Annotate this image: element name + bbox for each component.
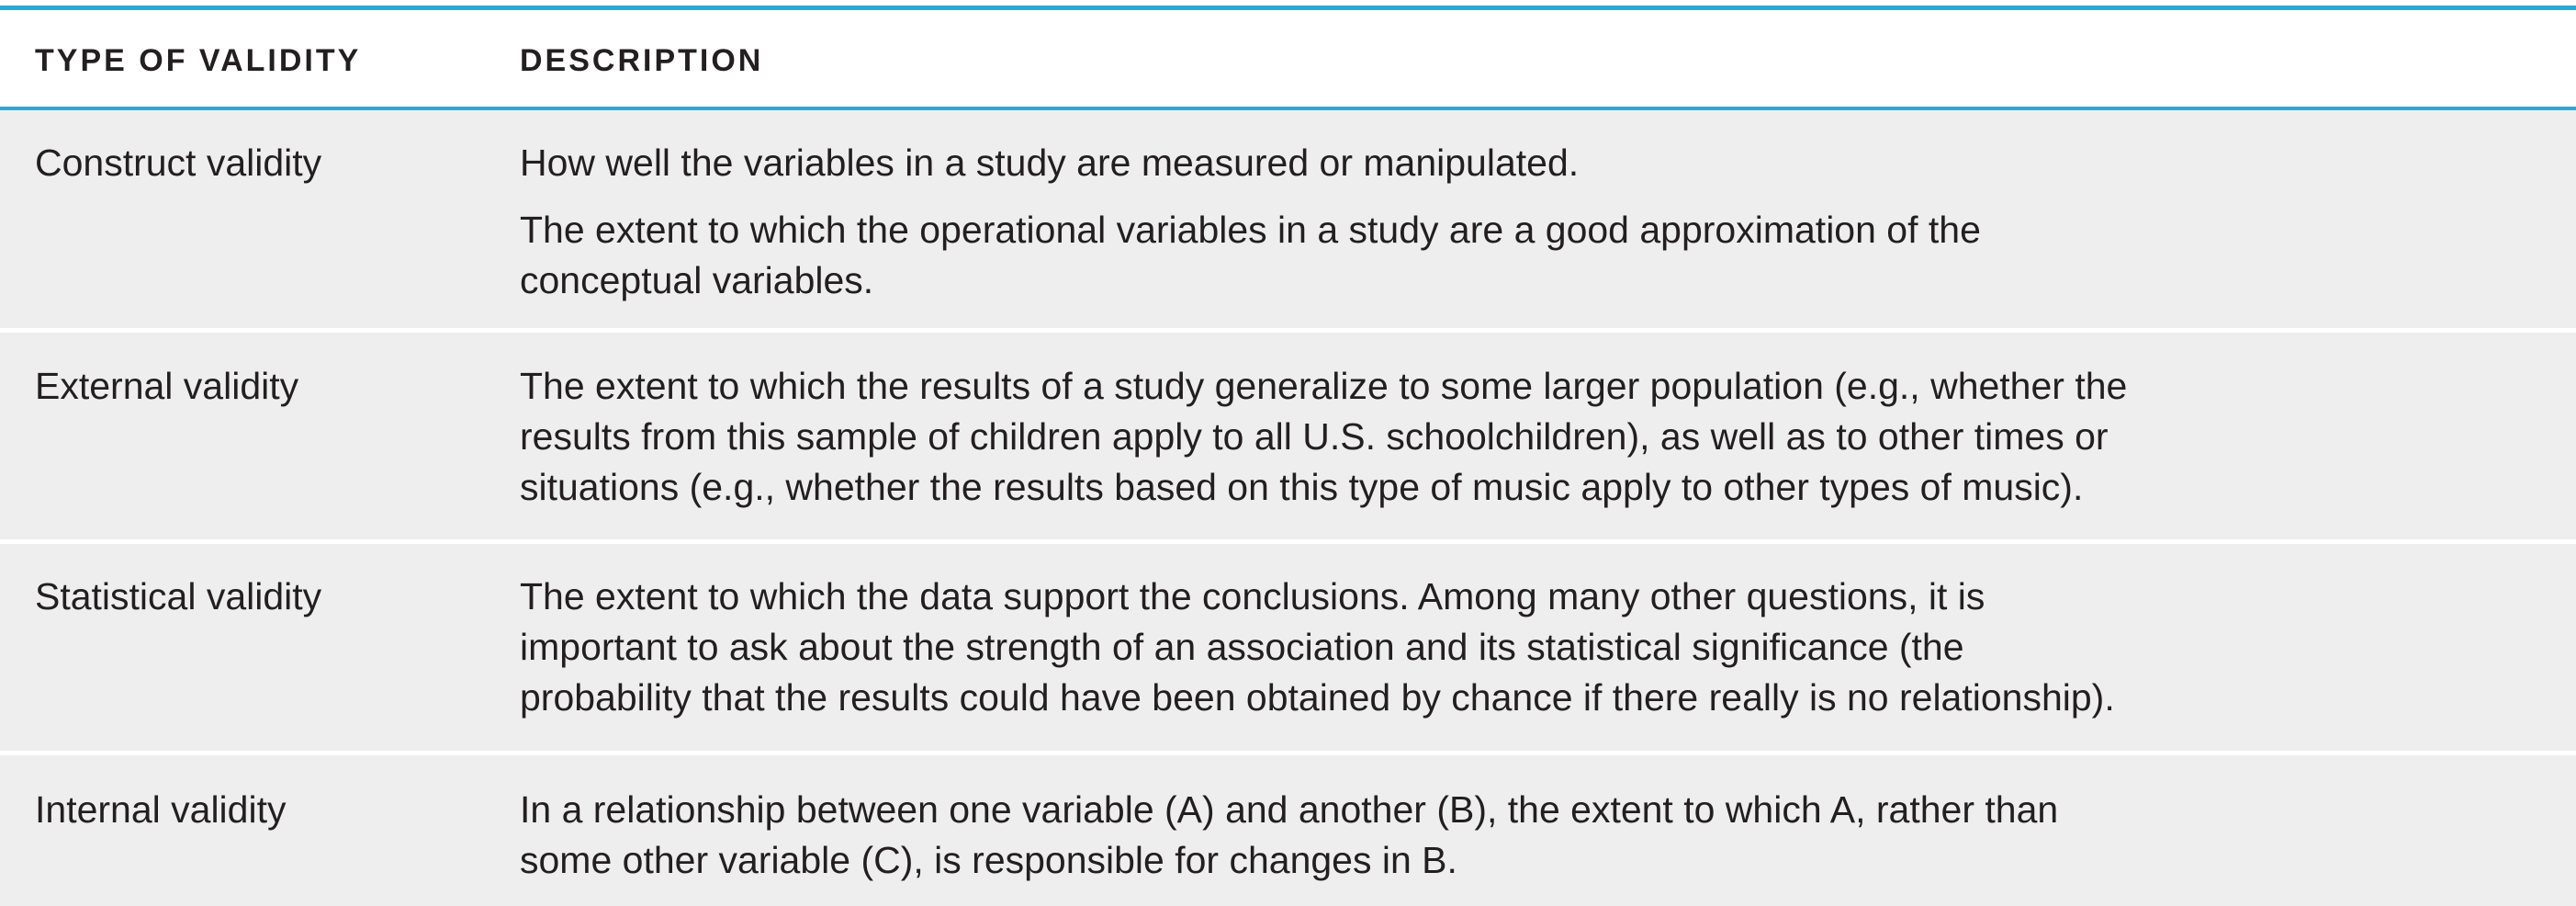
header-description: DESCRIPTION	[520, 43, 764, 78]
row-type-label: Internal validity	[35, 788, 287, 831]
description-line: The extent to which the results of a stu…	[520, 365, 2128, 407]
row-description: The extent to which the data support the…	[520, 572, 2568, 723]
description-line: probability that the results could have …	[520, 676, 2115, 719]
header-type-of-validity: TYPE OF VALIDITY	[35, 43, 362, 78]
description-line: important to ask about the strength of a…	[520, 626, 1964, 668]
row-type-label: Statistical validity	[35, 575, 322, 617]
row-description: The extent to which the results of a stu…	[520, 361, 2568, 513]
description-line: The extent to which the data support the…	[520, 575, 1985, 617]
table-row-internal-validity: Internal validity In a relationship betw…	[0, 755, 2576, 906]
row-description: In a relationship between one variable (…	[520, 785, 2568, 886]
table-row-external-validity: External validity The extent to which th…	[0, 333, 2576, 539]
description-line: In a relationship between one variable (…	[520, 788, 2059, 831]
table-top-rule	[0, 6, 2576, 10]
description-line: some other variable (C), is responsible …	[520, 839, 1457, 881]
description-line: How well the variables in a study are me…	[520, 142, 1580, 184]
row-type-label: External validity	[35, 365, 299, 407]
description-line: The extent to which the operational vari…	[520, 209, 1981, 251]
description-line: results from this sample of children app…	[520, 415, 2109, 458]
table-header-row: TYPE OF VALIDITY DESCRIPTION	[0, 10, 2576, 107]
row-separator	[0, 328, 2576, 333]
row-separator	[0, 751, 2576, 755]
row-description: How well the variables in a study are me…	[520, 138, 2568, 306]
table-row-statistical-validity: Statistical validity The extent to which…	[0, 544, 2576, 751]
row-type-label: Construct validity	[35, 142, 322, 184]
description-line: conceptual variables.	[520, 259, 874, 301]
header-rule	[0, 107, 2576, 110]
description-line: situations (e.g., whether the results ba…	[520, 466, 2084, 508]
table-row-construct-validity: Construct validity How well the variable…	[0, 110, 2576, 328]
row-separator	[0, 539, 2576, 544]
